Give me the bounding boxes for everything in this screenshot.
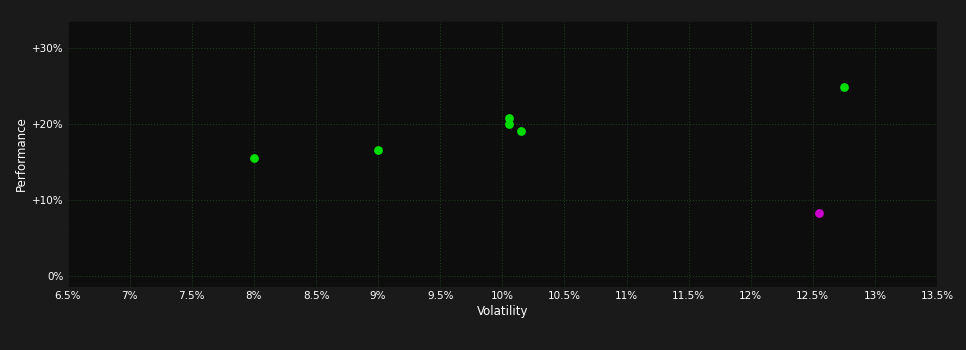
Point [500,121,516,126]
Point [500,115,516,120]
Point [837,84,852,90]
Point [811,210,827,215]
Point [513,128,528,134]
X-axis label: Volatility: Volatility [476,305,528,318]
Y-axis label: Performance: Performance [14,117,28,191]
Point [370,147,385,153]
Point [246,155,262,161]
